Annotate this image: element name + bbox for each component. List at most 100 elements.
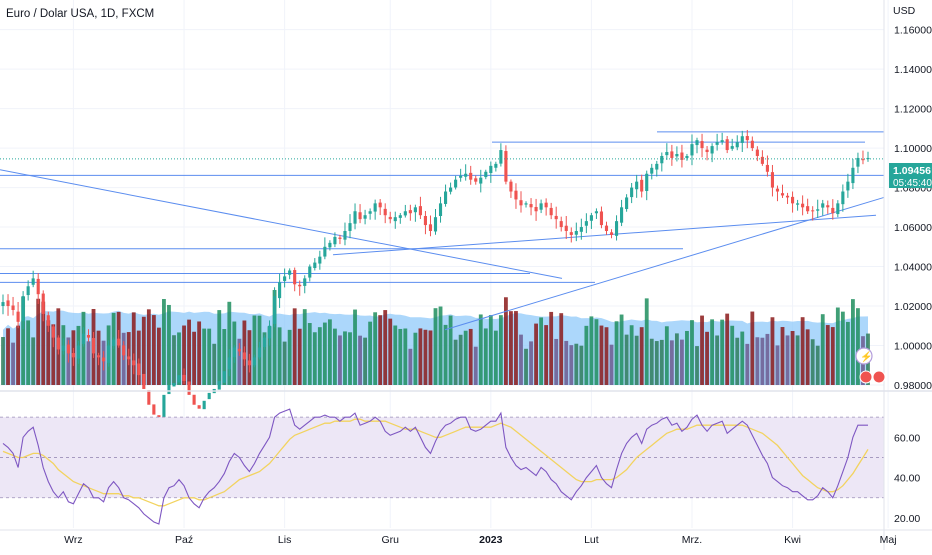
volume-bar [21,296,26,385]
volume-bar [463,330,468,385]
candle-body [479,177,483,184]
candle-body [584,221,588,226]
candle-body [826,205,830,208]
candle-body [343,231,347,240]
volume-bar [86,341,91,385]
candle-body [801,203,805,208]
volume-bar [700,315,704,385]
candle-body [630,187,634,198]
volume-bar [343,331,347,385]
price-tick-label: 1.02000 [894,301,932,313]
candle-body [831,207,835,214]
price-tick-label: 1.10000 [894,143,932,155]
rsi-pane [0,408,884,525]
candle-body [368,211,372,214]
candle-body [620,207,624,223]
volume-bar [448,315,453,385]
candle-body [207,392,211,400]
volume-bar [856,308,860,385]
volume-bar [669,340,674,385]
candle-body [720,140,724,143]
candle-body [107,345,111,363]
volume-bar [182,325,186,385]
volume-bar [599,325,604,385]
currency-label: USD [893,5,916,17]
candle-body [534,206,538,212]
volume-bar [654,341,659,385]
candle-body [66,344,70,354]
volume-bar [760,337,765,385]
volume-bar [393,325,398,385]
volume-bar [363,337,368,385]
candle-body [293,270,297,285]
candle-body [544,202,548,208]
candle-body [6,300,10,307]
volume-bar [805,329,810,385]
volume-bar [438,306,443,385]
volume-bar [31,337,36,385]
candle-body [242,352,246,360]
drawn-trendlines[interactable] [0,131,885,331]
us-flag-icon[interactable] [859,370,873,384]
candle-body [715,142,719,145]
volume-bar [433,308,438,385]
volume-bar [493,330,498,385]
volume-bar [297,328,302,385]
candle-body [232,347,236,358]
volume-bar [368,321,373,385]
candle-body [308,266,312,278]
candle-body [806,206,810,212]
candle-body [484,171,488,178]
volume-bar [167,304,171,385]
volume-bar [503,297,508,385]
candle-body [554,215,558,220]
candle-body [851,167,855,184]
candle-body [564,225,568,231]
candle-body [152,404,156,415]
volume-bar [534,323,538,385]
volume-bar [830,327,835,385]
candle-body [861,159,865,161]
volume-bar [6,328,10,385]
volume-bar [614,321,619,385]
candle-body [438,203,443,217]
candle-body [303,278,307,286]
event-icons[interactable]: ⚡ [855,347,886,384]
volume-bar [629,325,634,385]
volume-bar [237,338,242,385]
candle-body [660,155,664,164]
candle-body [217,381,221,390]
candle-body [16,311,20,322]
volume-bar [835,307,840,385]
volume-bar [514,311,518,385]
volume-bar [1,337,5,385]
candle-body [796,203,800,205]
volume-bar [519,334,523,385]
candle-body [449,187,453,192]
volume-bar [554,338,559,385]
volume-bar [710,319,715,385]
candle-body [650,167,654,174]
candle-body [112,339,116,346]
candle-body [1,302,5,307]
candle-body [413,207,417,213]
us-flag-icon-2[interactable] [872,370,886,384]
candle-body [267,325,272,339]
volume-bar [639,327,644,385]
candle-body [338,237,342,239]
lightning-icon[interactable] [855,347,873,365]
candle-body [26,286,30,296]
candle-body [474,178,478,182]
volume-bar [378,315,383,385]
volume-bar [222,329,227,385]
volume-bar [111,312,116,385]
candle-body [222,371,226,383]
candle-body [41,293,45,314]
candle-body [735,142,739,148]
candle-body [162,394,166,423]
candle-body [594,211,598,214]
volume-bar [373,312,378,385]
